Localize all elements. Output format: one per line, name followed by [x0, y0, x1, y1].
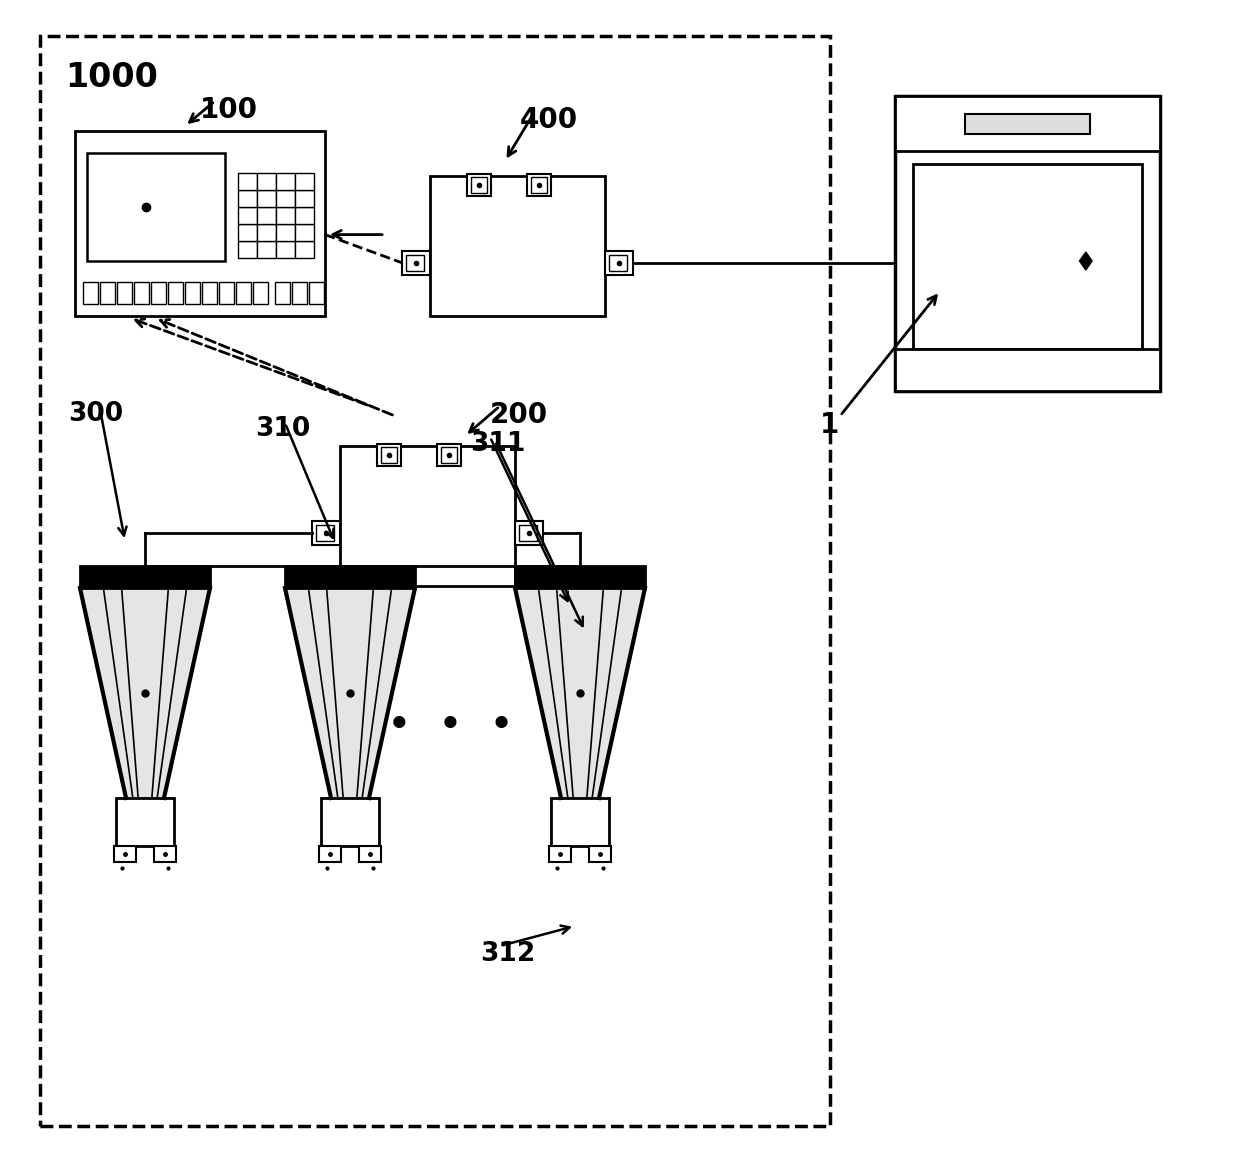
Text: 200: 200: [490, 401, 548, 430]
Bar: [285, 567, 415, 587]
Bar: [87, 153, 224, 261]
Bar: [405, 254, 424, 271]
Bar: [238, 224, 257, 241]
Bar: [114, 846, 136, 861]
Bar: [895, 349, 1159, 391]
Bar: [117, 798, 174, 846]
Bar: [167, 282, 184, 304]
Bar: [277, 207, 295, 224]
Bar: [236, 282, 250, 304]
Bar: [436, 444, 460, 466]
Bar: [83, 282, 98, 304]
Bar: [257, 173, 277, 190]
Bar: [202, 282, 217, 304]
Bar: [219, 282, 234, 304]
Bar: [309, 282, 324, 304]
Bar: [238, 173, 257, 190]
Text: •  •  •: • • •: [387, 705, 513, 747]
Bar: [430, 176, 605, 316]
Bar: [321, 798, 379, 846]
Bar: [312, 521, 340, 545]
Text: 1: 1: [820, 411, 839, 439]
Bar: [515, 567, 645, 587]
Bar: [154, 846, 176, 861]
Bar: [277, 190, 295, 207]
Bar: [589, 846, 611, 861]
Text: 400: 400: [520, 106, 578, 134]
Bar: [531, 176, 547, 193]
Bar: [275, 282, 290, 304]
Bar: [605, 251, 632, 275]
Bar: [238, 207, 257, 224]
Bar: [377, 444, 401, 466]
Bar: [895, 96, 1159, 151]
Bar: [277, 224, 295, 241]
Bar: [316, 525, 334, 541]
Bar: [295, 190, 314, 207]
Text: 312: 312: [480, 942, 536, 967]
Bar: [295, 224, 314, 241]
Bar: [471, 176, 487, 193]
Bar: [440, 447, 456, 463]
Bar: [340, 446, 515, 586]
Bar: [609, 254, 627, 271]
Bar: [257, 224, 277, 241]
Bar: [100, 282, 115, 304]
Bar: [277, 173, 295, 190]
Bar: [467, 174, 491, 196]
Bar: [527, 174, 551, 196]
Bar: [81, 567, 210, 587]
Bar: [253, 282, 268, 304]
Bar: [319, 846, 341, 861]
Bar: [185, 282, 200, 304]
Bar: [549, 846, 570, 861]
Polygon shape: [1080, 252, 1092, 271]
Text: 311: 311: [470, 431, 526, 457]
Bar: [257, 190, 277, 207]
Bar: [520, 525, 537, 541]
Bar: [295, 173, 314, 190]
Polygon shape: [285, 587, 415, 798]
Polygon shape: [81, 587, 210, 798]
Bar: [40, 36, 830, 1126]
Polygon shape: [515, 587, 645, 798]
Bar: [551, 798, 609, 846]
Bar: [151, 282, 166, 304]
Bar: [238, 241, 257, 258]
Bar: [257, 241, 277, 258]
Bar: [134, 282, 149, 304]
Bar: [965, 114, 1090, 134]
Text: 300: 300: [68, 401, 123, 427]
Bar: [402, 251, 430, 275]
Bar: [74, 131, 325, 316]
Bar: [295, 241, 314, 258]
Bar: [895, 96, 1159, 391]
Bar: [257, 207, 277, 224]
Text: 1000: 1000: [64, 62, 157, 94]
Bar: [117, 282, 131, 304]
Bar: [515, 521, 543, 545]
Bar: [291, 282, 308, 304]
Bar: [238, 190, 257, 207]
Bar: [295, 207, 314, 224]
Text: 100: 100: [200, 96, 258, 124]
Bar: [277, 241, 295, 258]
Text: 310: 310: [255, 416, 310, 442]
Bar: [913, 164, 1142, 349]
Bar: [360, 846, 381, 861]
Bar: [381, 447, 397, 463]
